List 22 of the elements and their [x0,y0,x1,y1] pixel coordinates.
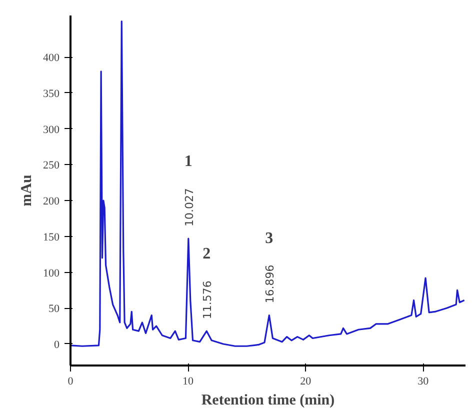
y-tick-label: 200 [43,196,60,208]
annotation: 3 [265,230,274,247]
x-tick-label: 0 [68,376,74,388]
y-tick-label: 100 [43,267,60,280]
x-tick-label: 20 [300,376,312,388]
y-tick-label: 50 [48,303,60,316]
y-axis-title: mAu [19,174,35,206]
annotation: 1 [184,153,192,170]
x-axis-title: Retention time (min) [201,392,335,408]
y-tick-label: 0 [54,338,60,351]
y-tick-label: 350 [43,88,60,100]
y-tick-label: 400 [43,52,60,64]
annotation: 16.896 [264,264,277,304]
x-tick-label: 10 [182,376,194,388]
annotation: 10.027 [182,188,196,227]
y-tick-label: 150 [43,231,60,244]
line-series [70,20,466,347]
x-tick-label: 30 [418,376,430,388]
annotation: 11.576 [201,280,214,320]
y-tick-label: 250 [43,160,60,172]
annotation: 2 [202,246,211,263]
y-tick-label: 300 [43,124,60,136]
